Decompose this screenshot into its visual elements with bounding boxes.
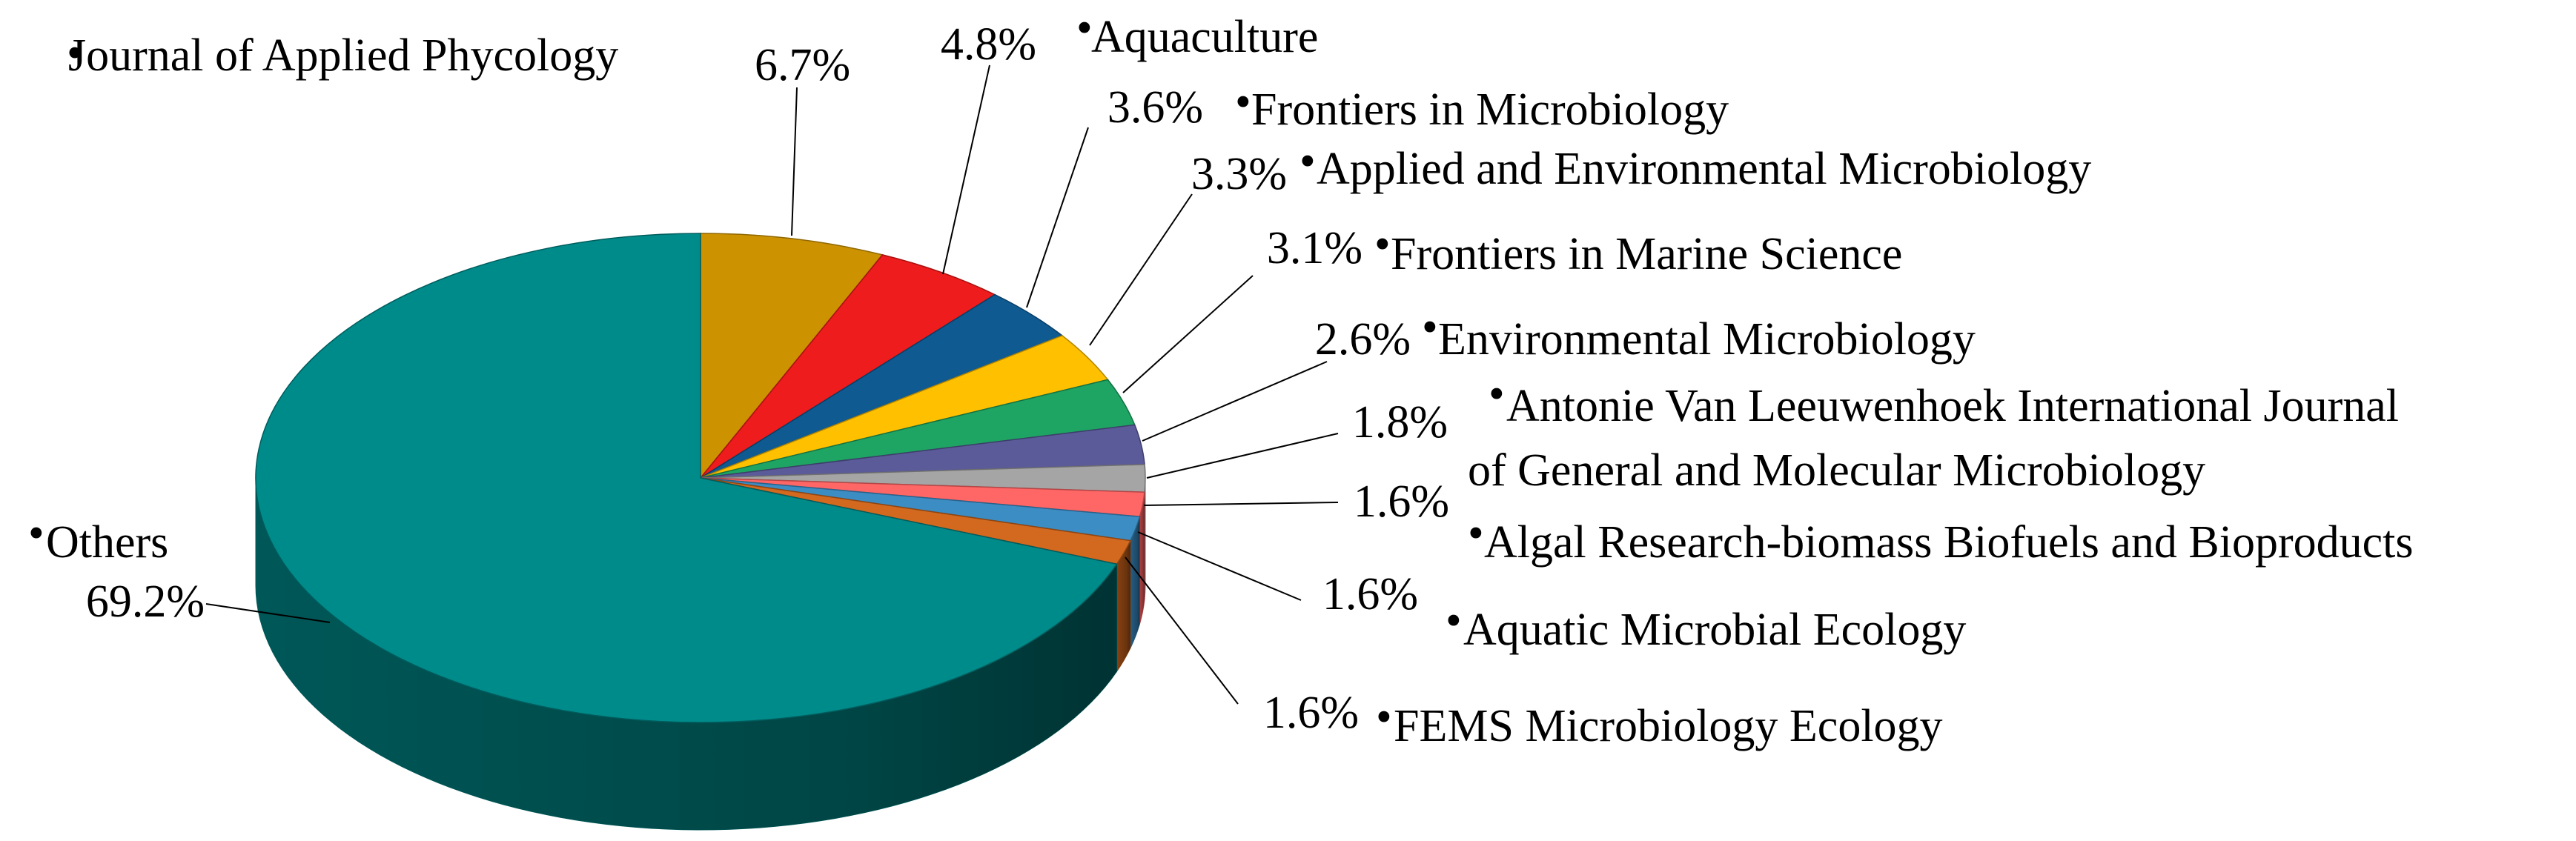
category-label-aquatic-microbial-ecology: Aquatic Microbial Ecology [1463,605,1966,655]
category-label-algal-research-biomass-biofuels-and-bioproducts: Algal Research-biomass Biofuels and Biop… [1484,517,2414,568]
bullet-others: • [28,508,44,559]
category-label-antonie-van-leeuwenhoek-international-journal-line2: of General and Molecular Microbiology [1468,445,2205,496]
pie-side-shade-others [256,478,1117,830]
leader-line-algal-research-biomass-biofuels-and-bioproducts [1143,502,1339,506]
category-label-antonie-van-leeuwenhoek-international-journal: Antonie Van Leeuwenhoek International Jo… [1506,381,2399,431]
leader-line-aquaculture [942,64,990,275]
leader-line-frontiers-in-microbiology [1026,127,1089,308]
bullet-frontiers-in-microbiology: • [1235,77,1251,127]
data-label-algal-research-biomass-biofuels-and-bioproducts: 1.6% [1354,476,1449,527]
pie-slice-aquaculture [700,254,996,479]
leader-line-frontiers-in-marine-science [1122,275,1254,393]
bullet-journal-of-applied-phycology: • [67,28,83,79]
pie-side-shade-aquatic-microbial-ecology [1130,516,1140,648]
category-label-applied-and-environmental-microbiology: Applied and Environmental Microbiology [1317,144,2091,194]
data-label-fems-microbiology-ecology: 1.6% [1263,688,1359,738]
slice-labels: 6.7%•Journal of Applied Phycology 4.8% •Aq… [28,3,2414,751]
bullet-aquatic-microbial-ecology: • [1446,596,1462,646]
category-label-journal-of-applied-phycology: Journal of Applied Phycology [68,30,618,81]
bullet-algal-research-biomass-biofuels-and-bioproducts: • [1468,508,1484,559]
data-label-frontiers-in-marine-science: 3.1% [1267,223,1363,273]
data-label-applied-and-environmental-microbiology: 3.3% [1191,149,1287,199]
bullet-frontiers-in-marine-science: • [1374,219,1391,270]
pie-side-shade-fems-microbiology-ecology [1116,540,1130,672]
leader-line-aquatic-microbial-ecology [1137,531,1302,601]
data-label-aquatic-microbial-ecology: 1.6% [1322,569,1418,619]
leader-line-antonie-van-leeuwenhoek-international-journal [1146,433,1339,479]
data-label-environmental-microbiology: 2.6% [1315,314,1411,365]
pie-side-shade-algal-research-biomass-biofuels-and-bioproducts [1139,492,1145,625]
category-label-others: Others [46,517,168,568]
pie-top-faces [255,233,1146,723]
pie-slice-others [255,233,1118,723]
leader-line-journal-of-applied-phycology [791,87,798,236]
leader-line-applied-and-environmental-microbiology [1089,193,1193,346]
data-label-others: 69.2% [86,576,205,627]
leader-lines [205,64,1339,705]
bullet-fems-microbiology-ecology: • [1376,692,1392,742]
data-label-journal-of-applied-phycology: 6.7% [755,40,850,90]
data-label-frontiers-in-microbiology: 3.6% [1107,82,1203,133]
data-label-aquaculture: 4.8% [941,19,1036,70]
bullet-applied-and-environmental-microbiology: • [1299,136,1316,187]
pie-slice-journal-of-applied-phycology [700,233,884,480]
leader-line-fems-microbiology-ecology [1125,556,1239,705]
category-label-environmental-microbiology: Environmental Microbiology [1438,314,1976,365]
bullet-antonie-van-leeuwenhoek-international-journal: • [1489,369,1505,419]
category-label-fems-microbiology-ecology: FEMS Microbiology Ecology [1394,701,1943,751]
category-label-aquaculture: Aquaculture [1091,12,1318,62]
data-label-antonie-van-leeuwenhoek-international-journal: 1.8% [1352,397,1448,448]
bullet-environmental-microbiology: • [1422,302,1438,353]
category-label-frontiers-in-microbiology: Frontiers in Microbiology [1251,84,1729,135]
pie-depth-sides [255,477,1146,831]
category-label-frontiers-in-marine-science: Frontiers in Marine Science [1391,229,1902,279]
leader-line-environmental-microbiology [1142,361,1328,442]
bullet-aquaculture: • [1076,3,1093,53]
leader-line-others [205,603,331,623]
